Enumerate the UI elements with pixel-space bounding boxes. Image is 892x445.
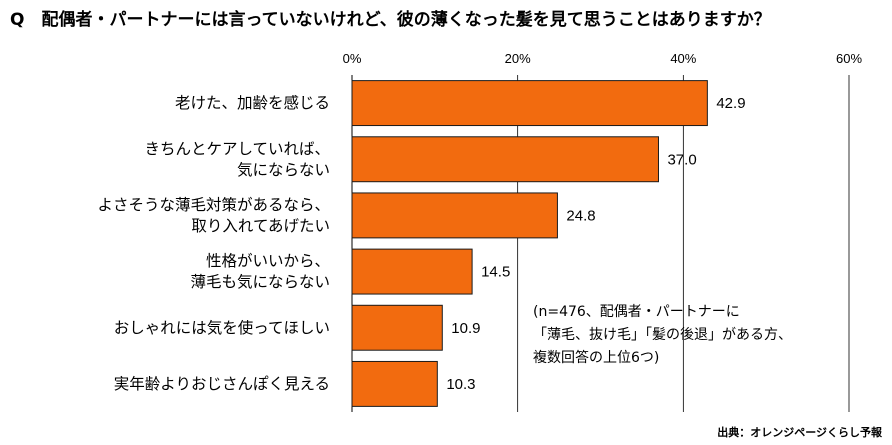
category-label: おしゃれには気を使ってほしい [114, 319, 330, 337]
bar [351, 192, 558, 239]
annotation: (n=476、配偶者・パートナーに「薄毛、抜け毛」「髪の後退」がある方、複数回答… [533, 304, 792, 366]
chart-title: Q 配偶者・パートナーには言っていないけれど、彼の薄くなった髪を見て思うことはあ… [10, 9, 771, 30]
grid [351, 75, 850, 412]
data-label: 24.8 [566, 207, 595, 224]
data-label: 14.5 [481, 264, 510, 281]
data-label: 10.9 [451, 320, 480, 337]
bar [351, 360, 438, 407]
category-label: 気にならない [237, 161, 330, 179]
category-label: 老けた、加齢を感じる [175, 94, 330, 112]
x-tick-label: 60% [836, 51, 862, 66]
source-label: 出典：オレンジページくらし予報 [717, 425, 883, 439]
category-label: きちんとケアしていれば、 [144, 140, 330, 158]
note-line: (n=476、配偶者・パートナーに [533, 304, 740, 320]
x-tick-label: 40% [670, 51, 696, 66]
x-tick-label: 20% [505, 51, 531, 66]
category-label: よさそうな薄毛対策があるなら、 [97, 196, 330, 214]
bar [351, 304, 443, 351]
labels: 0% 20% 40% 60% 42.9 老けた、加齢を感じる 37.0 きちんとケアしていれば… [97, 51, 862, 393]
bar [351, 136, 659, 183]
note-line: 「薄毛、抜け毛」「髪の後退」がある方、 [533, 327, 792, 343]
bars [351, 80, 708, 407]
category-label: 性格がいいから、 [206, 252, 330, 270]
category-label: 取り入れてあげたい [191, 217, 330, 235]
note-line: 複数回答の上位6つ) [533, 349, 659, 366]
data-label: 37.0 [667, 151, 696, 168]
bar [351, 80, 708, 127]
data-label: 10.3 [446, 376, 475, 393]
category-label: 実年齢よりおじさんぽく見える [114, 375, 330, 393]
x-tick-label: 0% [343, 51, 362, 66]
category-label: 薄毛も気にならない [190, 273, 330, 291]
bar [351, 248, 473, 295]
data-label: 42.9 [716, 95, 745, 112]
